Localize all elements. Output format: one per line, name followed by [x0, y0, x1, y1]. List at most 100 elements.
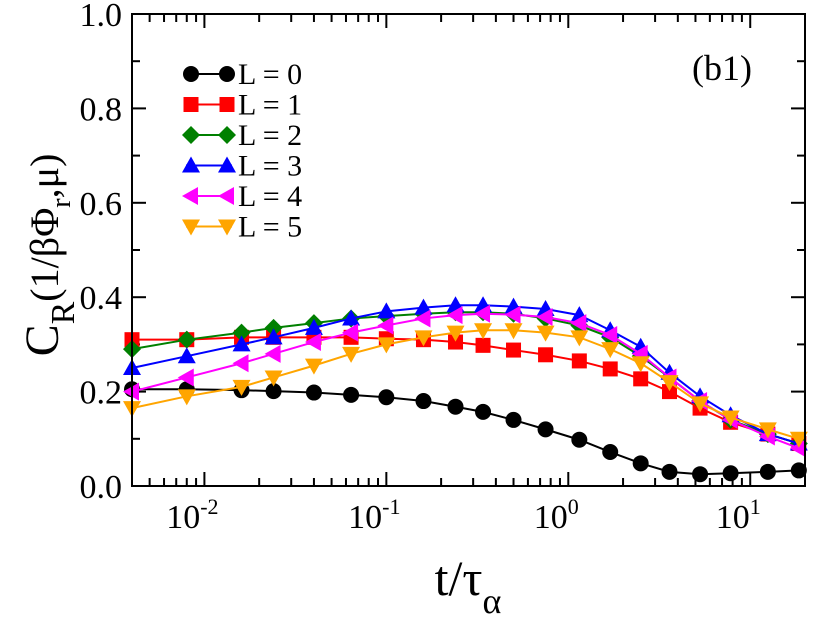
- data-point: [602, 444, 619, 461]
- data-point: [378, 389, 395, 406]
- plot-frame: [131, 13, 806, 487]
- data-point: [177, 330, 196, 349]
- legend-marker: [218, 126, 236, 144]
- data-point: [662, 384, 678, 400]
- legend-marker: [219, 97, 235, 112]
- data-point: [536, 308, 553, 327]
- y-tick-label: 1.0: [80, 0, 123, 34]
- data-point: [758, 422, 777, 439]
- legend-entry: L = 2: [182, 119, 302, 152]
- data-point: [177, 368, 194, 387]
- x-axis-title-sub: α: [483, 581, 502, 617]
- legend-marker: [182, 156, 200, 173]
- data-point: [415, 393, 432, 410]
- legend-marker: [183, 66, 199, 82]
- data-point: [414, 298, 433, 315]
- y-axis-title-sub: R: [45, 301, 82, 324]
- y-tick-label: 0.0: [80, 469, 123, 506]
- y-axis-title-arg-pre: (1/βΦ: [22, 208, 67, 302]
- series-line: [131, 304, 800, 445]
- data-point: [601, 342, 620, 359]
- y-tick-label: 0.6: [80, 186, 123, 223]
- data-point: [264, 328, 283, 345]
- data-point: [474, 304, 491, 323]
- data-point: [446, 306, 463, 325]
- legend-marker: [219, 66, 235, 82]
- data-point: [692, 466, 709, 483]
- y-tick-label: 0.2: [80, 375, 123, 412]
- data-point: [305, 384, 322, 401]
- x-tick-base: 10: [534, 499, 568, 536]
- legend-label: L = 5: [238, 211, 302, 244]
- data-point: [633, 371, 649, 387]
- data-point: [790, 462, 807, 479]
- y-tick-labels: 0.0 0.2 0.4 0.6 0.8 1.0: [80, 0, 123, 506]
- data-point: [264, 344, 281, 363]
- axis-ticks: [131, 13, 806, 487]
- legend-marker: [182, 126, 200, 144]
- data-point: [504, 323, 523, 340]
- x-tick-base: 10: [166, 499, 200, 536]
- data-point: [474, 323, 493, 340]
- data-point: [759, 463, 776, 480]
- legend: L = 0L = 1L = 2L = 3L = 4L = 5: [182, 58, 302, 244]
- data-point: [232, 323, 251, 342]
- data-point: [691, 396, 710, 413]
- y-tick-label: 0.8: [80, 91, 123, 128]
- legend-label: L = 3: [238, 150, 302, 183]
- x-tick-labels: 10-2 10-1 100 101: [166, 494, 760, 536]
- legend-entry: L = 1: [183, 89, 302, 122]
- series-5: [123, 323, 808, 448]
- y-axis-title: CR(1/βΦr,μ): [16, 154, 82, 357]
- legend-entry: L = 4: [182, 180, 302, 213]
- data-point: [414, 309, 431, 328]
- data-point: [264, 370, 283, 387]
- y-axis-title-main: C: [16, 324, 69, 356]
- y-axis-title-arg-sub: r: [46, 198, 77, 208]
- data-point: [475, 403, 492, 420]
- x-axis-title-main: t/τ: [435, 550, 483, 606]
- data-point: [506, 342, 522, 358]
- x-tick-label: 10-1: [348, 494, 400, 536]
- data-point: [632, 455, 649, 472]
- data-point: [537, 421, 554, 438]
- data-point: [601, 325, 618, 344]
- data-point: [661, 463, 678, 480]
- data-point: [377, 302, 396, 319]
- data-point: [721, 410, 740, 427]
- x-tick-exp: 0: [568, 494, 579, 519]
- y-tick-label: 0.4: [80, 280, 123, 317]
- legend-label: L = 1: [238, 89, 302, 122]
- data-point: [264, 318, 283, 337]
- data-point: [602, 361, 618, 377]
- data-point: [571, 353, 587, 369]
- data-point: [538, 347, 554, 363]
- data-point: [570, 330, 589, 347]
- data-point: [789, 431, 808, 448]
- data-point: [446, 325, 465, 342]
- series-2: [123, 303, 808, 453]
- data-point: [475, 337, 491, 353]
- data-point: [377, 337, 396, 354]
- data-point: [232, 354, 249, 373]
- data-point: [232, 335, 251, 352]
- legend-label: L = 0: [238, 58, 302, 91]
- legend-marker: [183, 97, 199, 112]
- legend-marker: [182, 187, 198, 205]
- x-tick-base: 10: [716, 499, 750, 536]
- data-point: [304, 318, 323, 335]
- data-point: [304, 333, 321, 352]
- data-point: [377, 316, 394, 335]
- series-4: [123, 304, 806, 458]
- legend-marker: [218, 156, 236, 173]
- data-point: [177, 389, 196, 406]
- data-point: [342, 323, 359, 342]
- legend-marker: [218, 187, 234, 205]
- x-tick-label: 100: [534, 494, 579, 536]
- data-point: [265, 383, 282, 400]
- series-0: [124, 381, 807, 483]
- legend-entry: L = 3: [182, 150, 302, 183]
- x-tick-label: 101: [716, 494, 761, 536]
- data-point: [570, 314, 587, 333]
